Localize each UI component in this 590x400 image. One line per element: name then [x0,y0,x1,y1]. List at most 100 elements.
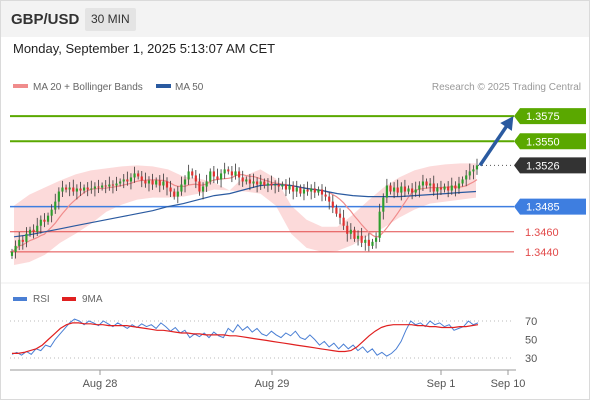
level-label-1.3575: 1.3575 [526,111,560,123]
copyright-text: Research © 2025 Trading Central [432,82,581,93]
candle [295,180,298,197]
candle-body [461,179,464,184]
candle [465,170,468,187]
candle [256,177,259,193]
candle-body [248,179,251,184]
candle-body [21,239,24,242]
candle [281,181,284,190]
candle [436,183,439,200]
candle-body [90,188,93,190]
candle-body [454,185,457,189]
candle [277,177,280,192]
candle-body [169,187,172,192]
candle-body [284,184,288,190]
rsi-ma-legend-label: 9MA [82,294,103,305]
candle [324,186,327,201]
level-labels: 1.3575 1.3550 1.3526 1.3485 1.3460 1.3440 [514,108,586,259]
candle-body [234,171,237,176]
level-label-1.3485: 1.3485 [526,202,560,214]
candle [111,180,115,194]
timeframe-button[interactable]: 30 MIN [85,8,136,31]
candle [468,163,471,180]
candle-body [205,181,208,187]
level-label-1.3460: 1.3460 [525,227,559,239]
candle [119,178,122,187]
candle-body [75,188,78,192]
candle-body [411,188,414,193]
candle [209,168,212,185]
candle [432,175,435,196]
candle [266,178,270,193]
candle-body [292,185,295,192]
candle [245,176,248,185]
candle-body [263,181,266,186]
candle-body [64,187,68,190]
candle [129,173,133,190]
candle-body [57,191,60,202]
candle-body [212,171,215,177]
candle [194,170,197,189]
candle-body [302,189,306,194]
candle [162,173,165,190]
candle-body [238,171,241,178]
candle-body [281,184,284,187]
rsi-tick-50: 50 [525,335,537,347]
candle [205,174,208,192]
candle-body [306,189,309,192]
candle-body [18,239,21,246]
forecast-arrow [478,116,514,167]
candle [230,165,233,183]
candle-body [61,187,64,192]
level-label-1.3526: 1.3526 [526,160,560,172]
candle [64,184,68,193]
candle-body [183,179,187,185]
candle [418,181,421,198]
candle [248,174,251,191]
candle [270,175,273,190]
rsi-ma-line [12,322,479,354]
candle [331,194,334,214]
candle-body [223,169,226,174]
rsi-panel: 70 50 30 [10,316,537,365]
candle [14,240,17,259]
level-tag-1.3485: 1.3485 [514,198,586,215]
candle [183,175,187,193]
level-tag-shape [514,157,586,174]
candle-body [378,211,381,238]
candle [115,176,118,191]
candle [302,184,306,201]
candle-body [10,251,14,256]
ma20-legend-swatch [13,84,28,88]
candle-body [277,184,280,187]
candle-body [144,180,147,184]
level-label-1.3440: 1.3440 [525,247,559,259]
rsi-legend-label: RSI [33,294,50,305]
symbol-title: GBP/USD [11,11,80,28]
candle-body [288,185,291,190]
candle [72,179,75,196]
candle [284,179,288,197]
candle-body [104,185,107,187]
candle-body [335,207,338,214]
candle-body [364,239,367,243]
candle-body [209,171,212,182]
candle [429,178,432,193]
x-tick-label: Aug 28 [83,378,118,390]
candle [216,168,219,184]
candle-body [270,183,273,186]
candle [133,166,136,183]
candle-body [403,186,406,192]
candle-body [133,173,136,178]
candle-body [54,201,57,210]
candle-body [432,183,435,192]
rsi-line [11,318,479,357]
candle [18,231,21,251]
candle [219,169,223,188]
candle [198,173,201,196]
candle [234,163,237,180]
candle [158,175,161,193]
candle [288,177,291,194]
candle [173,188,176,200]
candle-body [349,229,352,234]
